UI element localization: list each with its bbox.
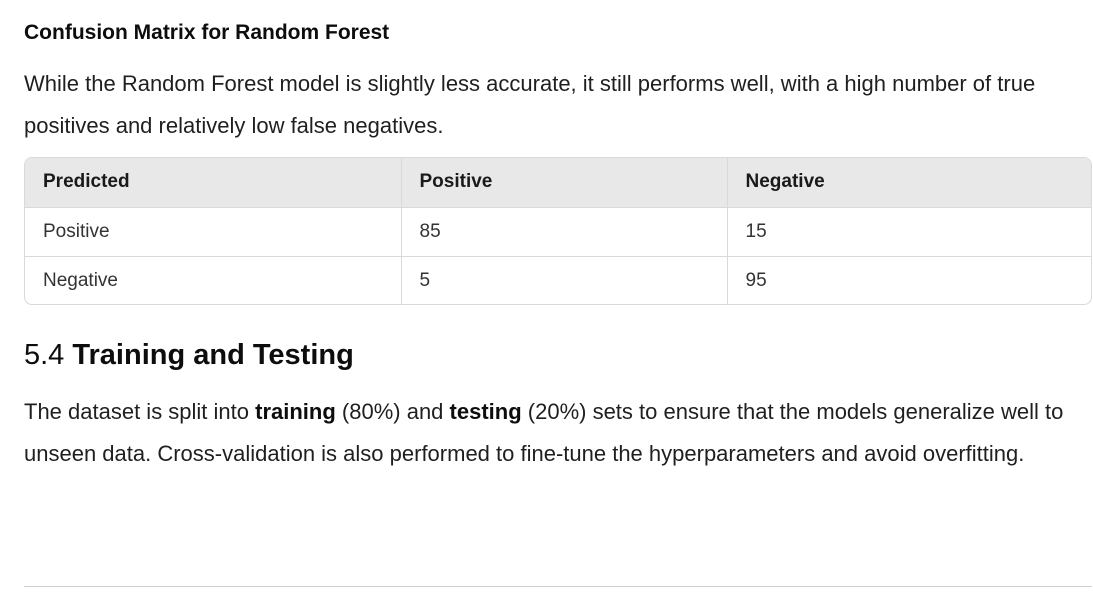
confusion-matrix-table: Predicted Positive Negative Positive 85 …: [24, 157, 1092, 305]
paragraph-text: The dataset is split into: [24, 399, 256, 424]
row-label: Negative: [25, 256, 402, 304]
paragraph-text: (80%) and: [335, 399, 450, 424]
divider: [24, 586, 1092, 587]
training-testing-paragraph: The dataset is split into training (80%)…: [24, 391, 1092, 475]
intro-paragraph: While the Random Forest model is slightl…: [24, 71, 1036, 138]
row-label: Positive: [25, 207, 402, 257]
table-row: Negative 5 95: [25, 256, 1091, 304]
section-title: 5.4 Training and Testing: [24, 336, 354, 374]
confusion-matrix-heading: Confusion Matrix for Random Forest: [24, 21, 390, 44]
table-cell: 5: [401, 256, 728, 304]
table-cell: 15: [727, 207, 1091, 257]
training-term: training: [255, 399, 336, 424]
testing-term: testing: [449, 399, 522, 424]
table-row: Positive 85 15: [25, 207, 1091, 257]
header-predicted: Predicted: [25, 158, 402, 208]
table-cell: 95: [745, 269, 767, 291]
header-positive: Positive: [401, 158, 728, 208]
section-number: 5.4: [24, 339, 65, 371]
paragraph-text: (20%) sets to ensure that the models gen…: [24, 399, 1064, 466]
table-header-row: Predicted Positive Negative: [25, 158, 1091, 208]
table-cell: 85: [401, 207, 728, 257]
header-negative: Negative: [727, 158, 1091, 208]
section-title-text: Training and Testing: [72, 339, 354, 371]
